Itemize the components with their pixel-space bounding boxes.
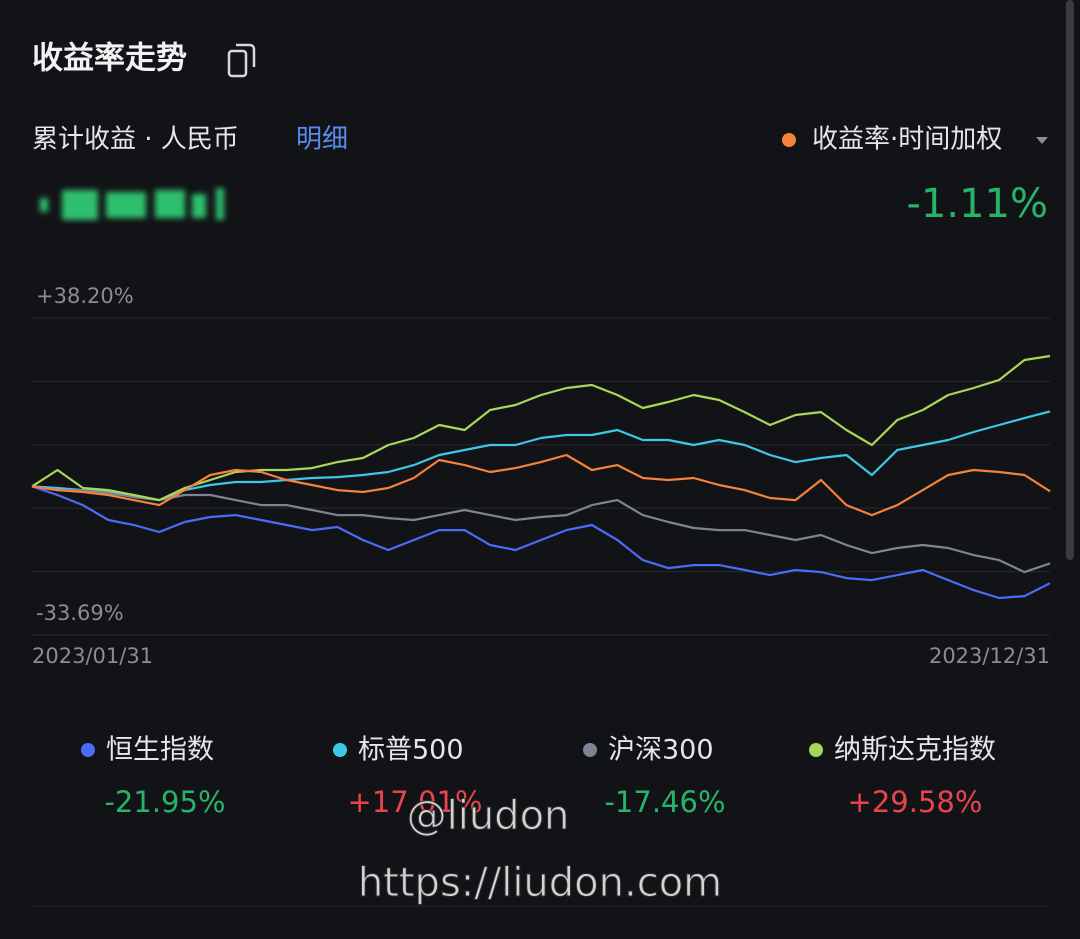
series-line <box>31 485 1051 600</box>
y-tick-label: +38.20% <box>36 284 134 308</box>
legend-name: 恒生指数 <box>106 735 214 766</box>
legend-name: 沪深300 <box>608 735 714 766</box>
legend-return: +17.01% <box>348 785 483 819</box>
scrollbar[interactable] <box>1066 0 1074 560</box>
y-tick-label: -33.69% <box>36 601 124 625</box>
legend-return: -21.95% <box>104 785 225 819</box>
watermark-url: https://liudon.com <box>358 860 722 906</box>
legend-name: 标普500 <box>358 735 464 766</box>
metric-dot <box>782 133 796 147</box>
series-line <box>31 354 1051 502</box>
x-tick-label: 2023/01/31 <box>32 644 153 668</box>
metric-value: -1.11% <box>906 181 1048 227</box>
page-title: 收益率走势 <box>32 41 187 77</box>
subtitle: 累计收益 · 人民币 <box>32 125 239 155</box>
legend-dot <box>333 743 347 757</box>
legend-return: +29.58% <box>848 785 983 819</box>
copy-icon[interactable] <box>227 43 256 78</box>
x-tick-label: 2023/12/31 <box>929 644 1050 668</box>
blurred-amount <box>40 188 224 220</box>
watermark-handle: @liudon <box>407 793 570 839</box>
dropdown-arrow[interactable] <box>1036 137 1048 144</box>
metric-selector[interactable]: 收益率·时间加权 <box>812 125 1002 155</box>
legend-name: 纳斯达克指数 <box>834 735 996 766</box>
legend-dot <box>81 743 95 757</box>
legend-dot <box>583 743 597 757</box>
series-line <box>31 485 1051 574</box>
detail-link[interactable]: 明细 <box>296 125 348 155</box>
series-line <box>31 410 1051 502</box>
legend-dot <box>809 743 823 757</box>
series-line <box>31 453 1051 517</box>
legend-return: -17.46% <box>604 785 725 819</box>
